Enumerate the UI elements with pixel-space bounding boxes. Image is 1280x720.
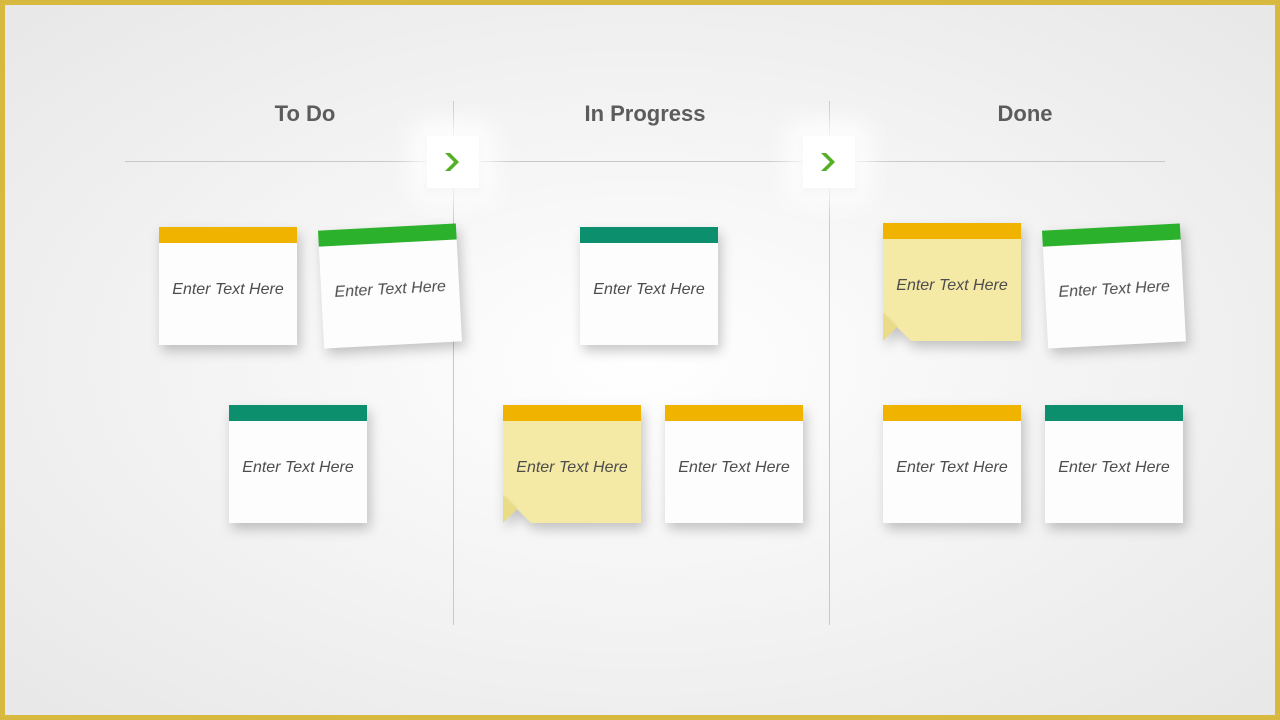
card-tab xyxy=(580,227,718,243)
kanban-card[interactable]: Enter Text Here xyxy=(883,405,1021,523)
kanban-board: To Do In Progress Done Enter Text Here E… xyxy=(5,5,1275,715)
header-underline xyxy=(125,161,428,162)
card-text: Enter Text Here xyxy=(319,239,462,348)
kanban-card[interactable]: Enter Text Here xyxy=(580,227,718,345)
card-text: Enter Text Here xyxy=(503,421,641,523)
card-tab xyxy=(883,223,1021,239)
card-text: Enter Text Here xyxy=(1043,239,1186,348)
card-tab xyxy=(159,227,297,243)
kanban-card[interactable]: Enter Text Here xyxy=(318,223,462,348)
card-text: Enter Text Here xyxy=(883,421,1021,523)
column-title-done: Done xyxy=(875,101,1175,127)
kanban-card[interactable]: Enter Text Here xyxy=(159,227,297,345)
card-tab xyxy=(665,405,803,421)
kanban-card[interactable]: Enter Text Here xyxy=(229,405,367,523)
kanban-card[interactable]: Enter Text Here xyxy=(665,405,803,523)
card-text: Enter Text Here xyxy=(229,421,367,523)
column-title-todo: To Do xyxy=(155,101,455,127)
header-underline xyxy=(854,161,1165,162)
chevron-right-icon xyxy=(441,150,465,174)
card-tab xyxy=(1045,405,1183,421)
kanban-card[interactable]: Enter Text Here xyxy=(1042,223,1186,348)
card-text: Enter Text Here xyxy=(665,421,803,523)
card-text: Enter Text Here xyxy=(1045,421,1183,523)
kanban-card[interactable]: Enter Text Here xyxy=(1045,405,1183,523)
kanban-card[interactable]: Enter Text Here xyxy=(883,223,1021,341)
kanban-card[interactable]: Enter Text Here xyxy=(503,405,641,523)
card-text: Enter Text Here xyxy=(580,243,718,345)
chevron-right-icon xyxy=(817,150,841,174)
card-text: Enter Text Here xyxy=(883,239,1021,341)
card-text: Enter Text Here xyxy=(159,243,297,345)
card-tab xyxy=(503,405,641,421)
header-underline xyxy=(478,161,804,162)
stage-arrow xyxy=(427,136,479,188)
card-tab xyxy=(229,405,367,421)
card-tab xyxy=(883,405,1021,421)
column-title-inprogress: In Progress xyxy=(495,101,795,127)
stage-arrow xyxy=(803,136,855,188)
